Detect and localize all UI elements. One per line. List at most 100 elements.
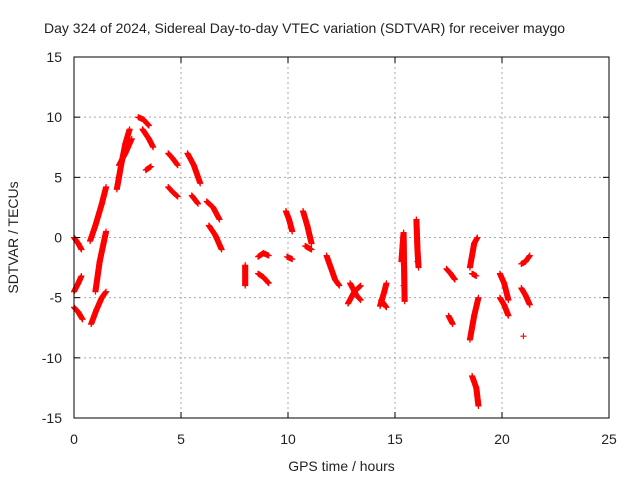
y-tick-label: 10: [46, 109, 62, 125]
data-point: [308, 240, 315, 247]
y-tick-label: 15: [46, 49, 62, 65]
series-arc-30: [398, 229, 408, 305]
series-arc-15: [188, 192, 202, 207]
data-point: [145, 122, 152, 129]
data-point: [474, 234, 481, 241]
data-point: [383, 304, 390, 311]
data-point: [195, 200, 202, 207]
series-arc-08: [115, 135, 135, 169]
data-point: [128, 135, 135, 142]
y-tick-label: -10: [42, 350, 62, 366]
data-point: [174, 193, 181, 200]
series-arc-27: [347, 280, 364, 304]
series-arc-34: [443, 265, 458, 283]
series-arc-23: [299, 208, 315, 247]
series-arc-25: [323, 252, 343, 289]
series-arc-06: [92, 228, 110, 295]
data-point: [475, 402, 482, 409]
series-arc-43: [518, 252, 533, 267]
data-point: [505, 297, 512, 304]
y-tick-label: -5: [50, 290, 63, 306]
series-arc-17: [205, 222, 225, 253]
x-tick-labels: 0 5 10 15 20 25: [70, 431, 617, 447]
data-point: [449, 321, 456, 328]
y-tick-label: 5: [54, 169, 62, 185]
y-tick-label: 0: [54, 230, 62, 246]
series-arc-13: [165, 183, 181, 200]
data-point: [242, 282, 249, 289]
series-arc-42: [518, 285, 533, 308]
series-arc-44: [520, 333, 527, 340]
series-arc-19: [255, 250, 272, 260]
data-point: [414, 258, 421, 265]
data-point: [150, 144, 157, 151]
series-arc-14: [184, 150, 204, 187]
series-arc-03: [71, 304, 86, 323]
data-point: [265, 252, 272, 259]
data-point: [103, 183, 110, 190]
x-tick-label: 15: [387, 431, 403, 447]
data-point: [103, 228, 110, 235]
data-point: [218, 246, 225, 253]
data-point: [289, 256, 296, 263]
data-point: [148, 163, 155, 170]
series-arc-36: [466, 234, 481, 271]
data-point: [78, 246, 85, 253]
x-tick-label: 25: [601, 431, 617, 447]
series-arc-38: [466, 294, 482, 343]
data-points: [71, 114, 533, 409]
data-point: [401, 298, 408, 305]
x-tick-label: 0: [70, 431, 78, 447]
series-arc-16: [203, 198, 223, 223]
series-arc-33: [414, 258, 421, 265]
series-arc-11: [142, 163, 155, 174]
data-point: [383, 280, 390, 287]
y-tick-label: -15: [42, 410, 62, 426]
data-point: [78, 273, 85, 280]
series-arc-22: [283, 253, 296, 263]
data-point: [415, 264, 422, 271]
data-point: [520, 333, 527, 340]
axis-ticks: [73, 56, 610, 419]
series-arc-41: [496, 294, 512, 319]
x-tick-label: 20: [494, 431, 510, 447]
series-arc-05: [88, 288, 110, 328]
x-axis-label: GPS time / hours: [288, 458, 395, 474]
data-point: [197, 180, 204, 187]
series-arc-04: [87, 183, 110, 245]
series-arc-35: [445, 312, 456, 328]
data-point: [126, 126, 133, 133]
data-point: [400, 282, 407, 289]
series-arc-20: [255, 270, 272, 287]
series-arc-12: [165, 150, 181, 169]
series-arc-09: [135, 114, 152, 129]
data-point: [505, 312, 512, 319]
chart-title: Day 324 of 2024, Sidereal Day-to-day VTE…: [44, 20, 565, 36]
data-point: [451, 276, 458, 283]
series-arc-21: [282, 208, 296, 235]
series-arc-31: [400, 282, 407, 289]
data-point: [336, 282, 343, 289]
series-arc-39: [469, 372, 482, 409]
series-arc-24: [302, 242, 315, 253]
data-point: [216, 216, 223, 223]
series-arc-10: [139, 126, 157, 151]
data-point: [79, 316, 86, 323]
y-tick-labels: -15 -10 -5 0 5 10 15: [42, 49, 62, 426]
data-point: [357, 297, 364, 304]
data-point: [103, 288, 110, 295]
data-point: [526, 301, 533, 308]
series-arc-02: [71, 273, 85, 295]
series-arc-18: [242, 262, 249, 289]
data-point: [289, 228, 296, 235]
grid-lines: [74, 57, 609, 418]
y-axis-label: SDTVAR / TECUs: [5, 181, 21, 293]
series-arc-32: [413, 216, 422, 271]
series-arc-40: [496, 270, 512, 304]
data-point: [308, 246, 315, 253]
data-point: [357, 282, 364, 289]
data-point: [475, 294, 482, 301]
x-tick-label: 10: [280, 431, 296, 447]
data-point: [174, 162, 181, 169]
